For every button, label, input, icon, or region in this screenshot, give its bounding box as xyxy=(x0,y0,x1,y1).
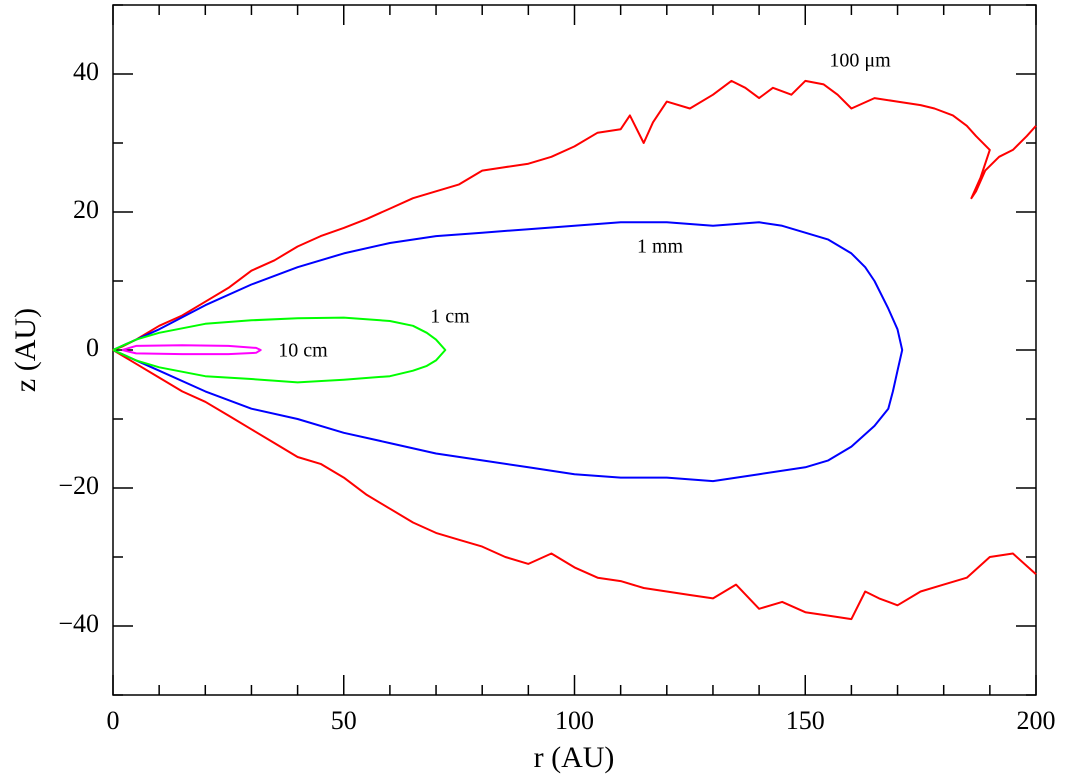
x-tick-label: 100 xyxy=(555,706,594,735)
contour-line xyxy=(112,316,447,384)
series-label: 10 cm xyxy=(278,340,328,362)
series-label: 1 cm xyxy=(430,306,470,328)
series-label: 1 mm xyxy=(637,236,684,258)
y-tick-label: 0 xyxy=(86,333,99,362)
x-tick-label: 50 xyxy=(331,706,357,735)
contour-line xyxy=(121,344,262,356)
x-tick-label: 150 xyxy=(786,706,825,735)
contour-line xyxy=(112,221,904,483)
contour-line xyxy=(112,79,1037,621)
x-axis-label: r (AU) xyxy=(534,741,615,774)
series-label: 100 μm xyxy=(829,50,891,72)
y-tick-label: 20 xyxy=(73,195,99,224)
y-tick-label: −20 xyxy=(58,471,99,500)
y-tick-label: 40 xyxy=(73,57,99,86)
y-tick-label: −40 xyxy=(58,609,99,638)
x-tick-label: 0 xyxy=(107,706,120,735)
plot-frame xyxy=(112,4,1037,696)
x-tick-label: 200 xyxy=(1017,706,1056,735)
y-axis-label: z (AU) xyxy=(9,308,42,392)
